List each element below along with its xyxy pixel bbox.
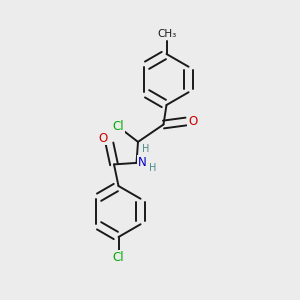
Text: Cl: Cl xyxy=(112,120,124,133)
Text: O: O xyxy=(98,131,107,145)
Text: H: H xyxy=(142,143,149,154)
Text: N: N xyxy=(137,156,146,169)
Text: O: O xyxy=(188,115,197,128)
Text: H: H xyxy=(149,163,157,173)
Text: CH₃: CH₃ xyxy=(157,29,176,39)
Text: Cl: Cl xyxy=(113,251,124,264)
